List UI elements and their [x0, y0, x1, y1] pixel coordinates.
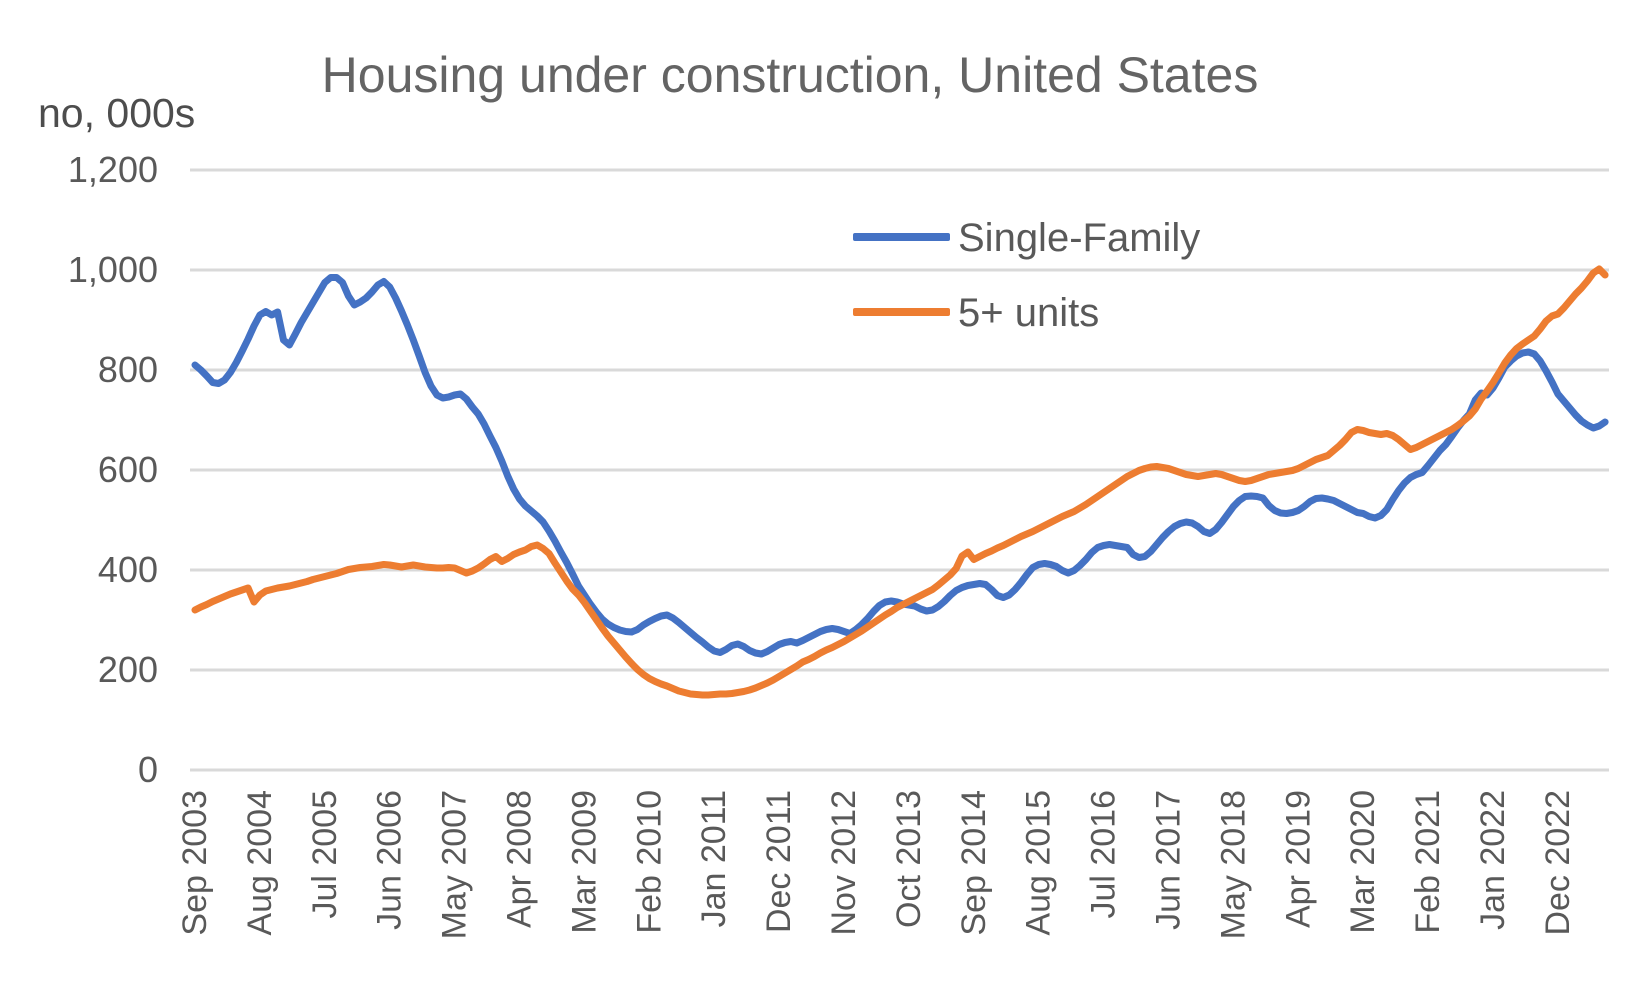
legend-label-five-plus-units: 5+ units [958, 291, 1099, 335]
x-tick-label: Jun 2017 [1150, 790, 1188, 930]
x-tick-label: Sep 2014 [955, 790, 993, 936]
single-family-line-swatch-icon [853, 233, 950, 241]
y-tick-label: 1,200 [68, 149, 158, 190]
legend-label-single-family: Single-Family [958, 216, 1200, 260]
y-tick-label: 200 [98, 649, 158, 690]
series-line-single-family [191, 274, 1609, 658]
x-tick-label: Mar 2020 [1344, 790, 1382, 934]
x-tick-label: Oct 2013 [890, 790, 928, 928]
y-tick-label: 800 [98, 349, 158, 390]
chart-title: Housing under construction, United State… [322, 47, 1259, 103]
x-tick-label: Aug 2015 [1020, 790, 1058, 936]
x-tick-label: Dec 2011 [760, 790, 798, 933]
legend-item-five-plus-units: 5+ units [853, 291, 1099, 335]
x-tick-label: Feb 2021 [1409, 790, 1447, 934]
x-tick-label: Aug 2004 [241, 790, 279, 936]
y-tick-label: 400 [98, 549, 158, 590]
gridlines [190, 168, 1609, 772]
legend: Single-Family 5+ units [853, 216, 1200, 335]
x-tick-label: Jul 2016 [1085, 790, 1123, 919]
x-tick-label: Jan 2022 [1474, 790, 1512, 930]
y-axis-tick-labels: 0 200 400 600 800 1,000 1,200 [68, 149, 158, 790]
y-tick-label: 0 [138, 749, 158, 790]
x-tick-label: Apr 2008 [501, 790, 539, 928]
five-plus-units-line-swatch-icon [853, 308, 950, 316]
x-tick-label: Jul 2005 [306, 790, 344, 919]
data-series [191, 265, 1609, 699]
x-tick-label: Mar 2009 [565, 790, 603, 934]
x-tick-label: Jan 2011 [695, 790, 733, 927]
x-tick-label: Feb 2010 [630, 790, 668, 934]
series-line-5-units [191, 265, 1609, 699]
x-tick-label: Nov 2012 [825, 790, 863, 936]
y-axis-unit-label: no, 000s [38, 90, 195, 136]
legend-item-single-family: Single-Family [853, 216, 1200, 260]
x-tick-label: May 2007 [436, 790, 474, 939]
x-tick-label: May 2018 [1214, 790, 1252, 939]
x-axis-tick-labels: Sep 2003 Aug 2004 Jul 2005 Jun 2006 May 2007… [176, 790, 1577, 939]
x-tick-label: Apr 2019 [1279, 790, 1317, 928]
y-tick-label: 600 [98, 449, 158, 490]
x-tick-label: Sep 2003 [176, 790, 214, 936]
x-tick-label: Jun 2006 [371, 790, 409, 930]
y-tick-label: 1,000 [68, 249, 158, 290]
x-tick-label: Dec 2022 [1539, 790, 1577, 936]
